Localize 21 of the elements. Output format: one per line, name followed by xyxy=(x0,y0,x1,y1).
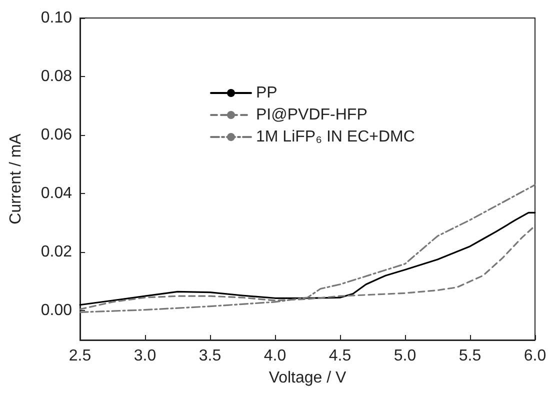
legend-label: PP xyxy=(256,84,278,102)
x-tick-label: 4.5 xyxy=(328,348,352,364)
y-axis-title: Current / mA xyxy=(8,133,24,224)
x-tick-label: 3.0 xyxy=(134,348,156,364)
line-series xyxy=(79,184,536,313)
x-tick-label: 3.5 xyxy=(198,348,222,364)
y-tick-label: 0.08 xyxy=(40,68,72,86)
legend-label: PI@PVDF-HFP xyxy=(256,106,368,124)
x-tick-label: 2.5 xyxy=(68,348,92,364)
y-tick-label: 0.10 xyxy=(40,10,72,26)
legend-label: 1M LiFP₆ IN EC+DMC xyxy=(256,128,415,146)
x-axis-title: Voltage / V xyxy=(268,370,347,386)
x-tick-label: 5.0 xyxy=(394,348,416,364)
y-tick-label: 0.00 xyxy=(40,302,72,320)
x-tick-label: 6.0 xyxy=(524,348,546,364)
x-tick-label: 5.5 xyxy=(458,348,482,364)
y-tick-label: 0.06 xyxy=(40,126,72,144)
y-tick-label: 0.02 xyxy=(40,244,72,261)
x-tick-label: 4.0 xyxy=(264,348,286,364)
line-series xyxy=(79,212,536,306)
y-tick-label: 0.04 xyxy=(40,185,72,202)
